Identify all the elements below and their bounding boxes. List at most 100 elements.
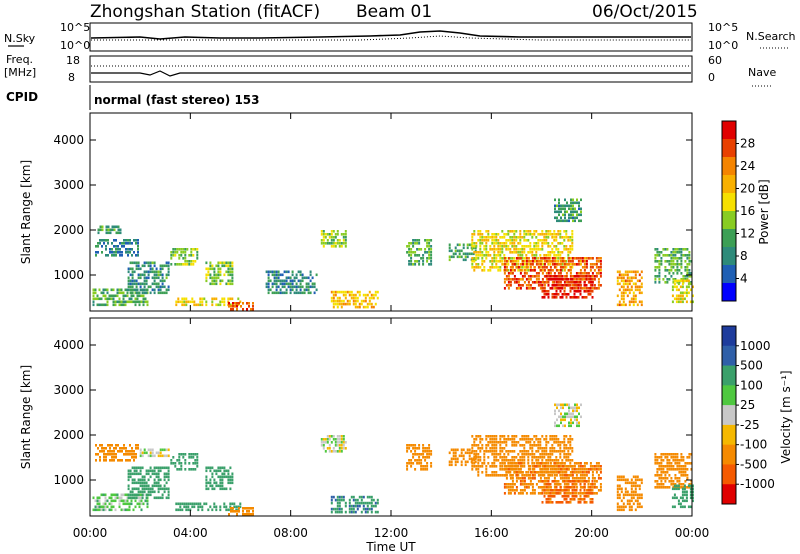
- range-gate-cell: [225, 475, 228, 479]
- range-gate-cell: [346, 302, 349, 306]
- range-gate-cell: [620, 297, 623, 301]
- range-gate-cell: [571, 239, 574, 242]
- range-gate-cell: [539, 266, 542, 269]
- range-gate-cell: [129, 261, 132, 265]
- range-gate-cell: [130, 297, 133, 301]
- range-gate-cell: [426, 453, 429, 456]
- range-gate-cell: [527, 245, 530, 248]
- range-gate-cell: [115, 254, 117, 257]
- range-gate-cell: [180, 468, 183, 471]
- range-gate-cell: [183, 502, 186, 506]
- range-gate-cell: [555, 287, 558, 290]
- range-gate-cell: [295, 273, 298, 277]
- range-gate-cell: [689, 484, 692, 488]
- range-gate-cell: [523, 230, 526, 233]
- range-gate-cell: [533, 462, 536, 465]
- range-gate-cell: [579, 465, 582, 468]
- range-gate-cell: [131, 273, 134, 277]
- colorbar-segment: [722, 175, 736, 194]
- range-gate-cell: [464, 258, 467, 262]
- colorbar-segment: [722, 444, 736, 465]
- range-gate-cell: [139, 466, 142, 470]
- range-gate-cell: [505, 266, 508, 269]
- range-gate-cell: [101, 447, 103, 450]
- range-gate-cell: [541, 248, 544, 251]
- range-gate-cell: [593, 480, 596, 483]
- range-gate-cell: [553, 465, 556, 468]
- range-gate-cell: [320, 438, 323, 441]
- range-gate-cell: [583, 480, 586, 483]
- range-gate-cell: [561, 263, 564, 266]
- range-gate-cell: [583, 501, 586, 504]
- range-gate-cell: [638, 291, 641, 295]
- range-gate-cell: [330, 495, 333, 499]
- range-gate-cell: [553, 495, 556, 498]
- range-gate-cell: [485, 468, 488, 471]
- range-gate-cell: [416, 453, 419, 456]
- range-gate-cell: [670, 465, 673, 468]
- range-gate-cell: [505, 450, 508, 453]
- range-gate-cell: [686, 266, 689, 269]
- range-gate-cell: [428, 239, 431, 242]
- range-gate-cell: [680, 474, 683, 477]
- range-gate-cell: [128, 508, 131, 512]
- range-gate-cell: [626, 493, 629, 497]
- range-gate-cell: [505, 269, 508, 272]
- range-gate-cell: [180, 263, 183, 266]
- range-gate-cell: [471, 242, 474, 245]
- range-gate-cell: [531, 456, 534, 459]
- range-gate-cell: [525, 486, 528, 489]
- range-gate-cell: [149, 490, 152, 494]
- range-gate-cell: [143, 288, 146, 292]
- range-gate-cell: [529, 278, 532, 281]
- range-gate-cell: [571, 284, 574, 287]
- range-gate-cell: [517, 468, 520, 471]
- range-gate-cell: [456, 243, 459, 247]
- range-gate-cell: [428, 254, 431, 257]
- range-gate-cell: [105, 231, 108, 235]
- range-gate-cell: [662, 254, 665, 257]
- range-gate-cell: [585, 263, 588, 266]
- range-gate-cell: [448, 249, 451, 253]
- range-gate-cell: [121, 459, 123, 462]
- range-gate-cell: [525, 233, 528, 236]
- range-gate-cell: [572, 216, 574, 220]
- range-gate-cell: [192, 248, 195, 251]
- range-gate-cell: [163, 285, 166, 289]
- range-gate-cell: [537, 456, 540, 459]
- range-gate-cell: [450, 460, 453, 464]
- range-gate-cell: [561, 293, 564, 296]
- range-gate-cell: [95, 251, 97, 254]
- range-gate-cell: [556, 406, 558, 410]
- range-gate-cell: [557, 489, 560, 492]
- range-gate-cell: [126, 291, 129, 295]
- range-gate-cell: [672, 486, 675, 489]
- range-gate-cell: [182, 248, 185, 251]
- range-gate-cell: [172, 456, 175, 459]
- range-gate-cell: [585, 260, 588, 263]
- range-gate-cell: [143, 490, 146, 494]
- range-gate-cell: [428, 453, 431, 456]
- range-gate-cell: [656, 456, 659, 459]
- range-gate-cell: [527, 230, 530, 233]
- range-gate-cell: [537, 281, 540, 284]
- range-gate-cell: [591, 287, 594, 290]
- range-gate-cell: [597, 465, 600, 468]
- range-gate-cell: [578, 424, 580, 428]
- range-gate-cell: [199, 297, 202, 301]
- range-gate-cell: [565, 281, 568, 284]
- range-gate-cell: [660, 462, 663, 465]
- range-gate-cell: [267, 279, 270, 283]
- range-gate-cell: [217, 276, 220, 280]
- range-gate-cell: [660, 480, 663, 483]
- range-gate-cell: [578, 207, 580, 211]
- range-gate-cell: [563, 239, 566, 242]
- range-gate-cell: [555, 462, 558, 465]
- range-gate-cell: [157, 487, 160, 491]
- range-gate-cell: [503, 459, 506, 462]
- range-gate-cell: [537, 272, 540, 275]
- range-gate-cell: [92, 294, 95, 298]
- range-gate-cell: [122, 499, 125, 503]
- range-gate-cell: [205, 469, 208, 473]
- range-gate-cell: [141, 490, 144, 494]
